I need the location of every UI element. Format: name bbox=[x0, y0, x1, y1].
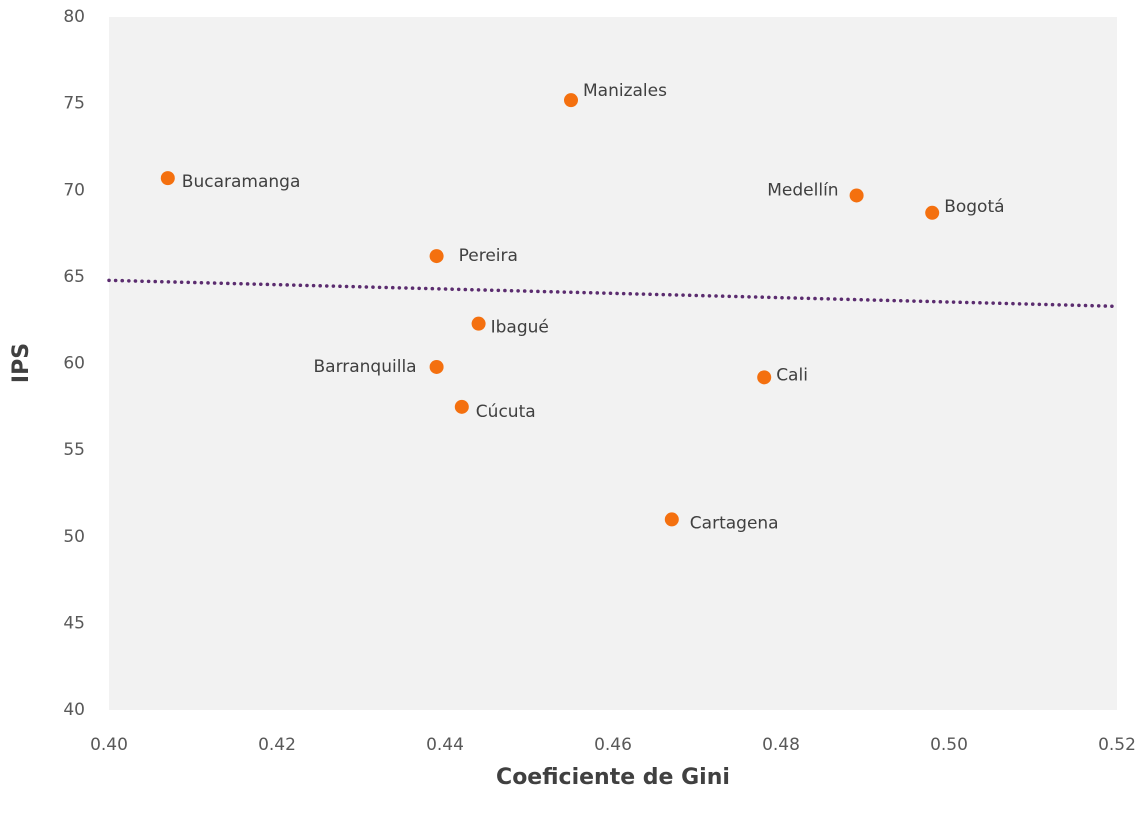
x-tick-label: 0.44 bbox=[426, 735, 464, 755]
point bbox=[757, 370, 772, 385]
y-tick-label: 75 bbox=[63, 94, 85, 114]
point-label: Cúcuta bbox=[476, 402, 536, 422]
x-tick-label: 0.48 bbox=[762, 735, 800, 755]
x-tick-label: 0.42 bbox=[258, 735, 296, 755]
point-label: Medellín bbox=[767, 180, 838, 200]
point bbox=[429, 249, 444, 264]
point bbox=[925, 205, 940, 220]
x-axis-title: Coeficiente de Gini bbox=[496, 765, 730, 790]
point-label: Bucaramanga bbox=[182, 172, 301, 192]
y-tick-label: 40 bbox=[63, 700, 85, 720]
x-tick-label: 0.46 bbox=[594, 735, 632, 755]
y-tick-label: 55 bbox=[63, 440, 85, 460]
plot-area bbox=[109, 17, 1117, 710]
point bbox=[471, 316, 486, 331]
x-tick-label: 0.52 bbox=[1098, 735, 1136, 755]
point bbox=[664, 512, 679, 527]
point-label: Pereira bbox=[459, 246, 518, 266]
y-axis-title: IPS bbox=[9, 343, 34, 383]
point-label: Ibagué bbox=[491, 318, 549, 338]
x-tick-label: 0.40 bbox=[90, 735, 128, 755]
y-tick-label: 70 bbox=[63, 180, 85, 200]
y-tick-label: 65 bbox=[63, 267, 85, 287]
point bbox=[454, 399, 469, 414]
x-tick-label: 0.50 bbox=[930, 735, 968, 755]
point bbox=[849, 188, 864, 203]
point-label: Cali bbox=[776, 365, 808, 385]
y-tick-label: 45 bbox=[63, 613, 85, 633]
point-label: Cartagena bbox=[690, 513, 779, 533]
y-tick-label: 60 bbox=[63, 354, 85, 374]
point-label: Barranquilla bbox=[313, 357, 416, 377]
point bbox=[160, 171, 175, 186]
y-tick-label: 80 bbox=[63, 7, 85, 27]
point bbox=[564, 93, 578, 108]
point-label: Bogotá bbox=[944, 197, 1004, 217]
point-label: Manizales bbox=[583, 81, 667, 101]
y-tick-label: 50 bbox=[63, 527, 85, 547]
point bbox=[429, 359, 444, 374]
